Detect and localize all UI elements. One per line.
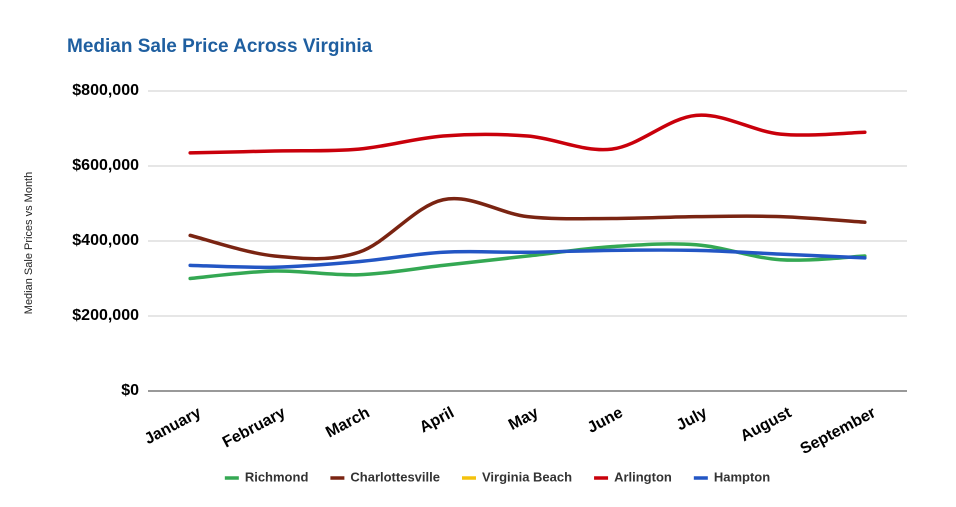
legend-label: Richmond xyxy=(245,469,309,484)
legend-label: Charlottesville xyxy=(350,469,440,484)
series-line xyxy=(188,113,867,155)
legend-label: Hampton xyxy=(714,469,770,484)
y-tick-label: $800,000 xyxy=(72,82,139,99)
series-line xyxy=(188,242,867,281)
x-tick-label: August xyxy=(738,404,795,445)
series-line xyxy=(188,248,867,270)
y-tick-label: $200,000 xyxy=(72,307,139,324)
y-axis-title: Median Sale Prices vs Month xyxy=(23,172,35,314)
x-tick-label: July xyxy=(674,404,710,434)
x-tick-label: April xyxy=(417,404,457,436)
legend-label: Arlington xyxy=(614,469,672,484)
x-tick-label: September xyxy=(798,404,879,458)
x-tick-label: May xyxy=(506,404,542,434)
x-tick-label: January xyxy=(142,404,204,448)
chart-title: Median Sale Price Across Virginia xyxy=(67,36,373,57)
y-tick-label: $0 xyxy=(121,382,139,399)
y-tick-label: $400,000 xyxy=(72,232,139,249)
x-tick-label: June xyxy=(585,404,626,437)
legend-label: Virginia Beach xyxy=(482,469,572,484)
x-tick-label: March xyxy=(323,404,373,441)
x-tick-label: February xyxy=(220,404,289,451)
y-tick-label: $600,000 xyxy=(72,157,139,174)
series-line xyxy=(188,196,867,261)
